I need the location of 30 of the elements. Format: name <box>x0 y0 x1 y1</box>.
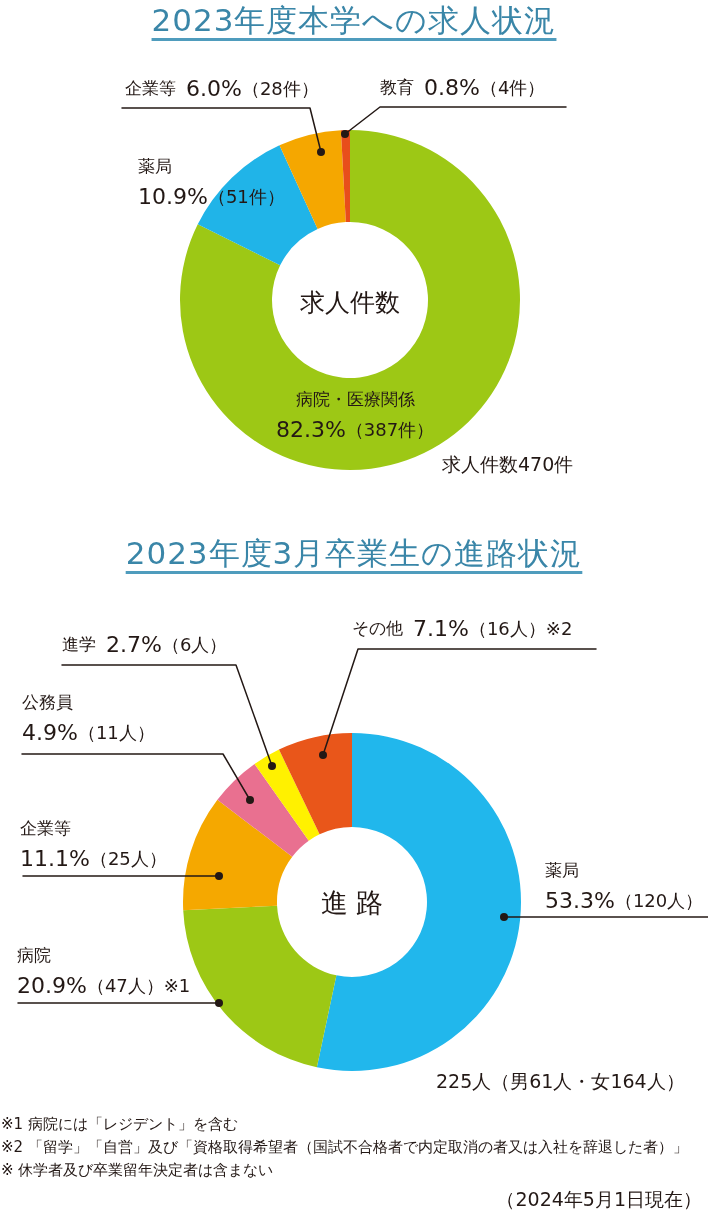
slice-label: 企業等 <box>125 78 176 98</box>
slice-label: 病院 <box>17 945 51 965</box>
slice-label: 薬局 <box>138 156 172 176</box>
text: 求人件数 <box>300 287 400 317</box>
data-label: 10.9%（51件） <box>138 183 285 209</box>
data-label: 6.0%（28件） <box>186 75 319 101</box>
slice-label: 公務員 <box>22 692 73 712</box>
chart-title: 2023年度本学への求人状況 <box>151 2 557 38</box>
slice-label: 病院・医療関係 <box>295 389 415 409</box>
text: ※1 病院には「レジデント」を含む <box>1 1115 238 1133</box>
text: 225人（男61人・女164人） <box>436 1070 685 1092</box>
slice-label: 企業等 <box>20 818 71 838</box>
text: （2024年5月1日現在） <box>496 1188 702 1210</box>
chart-title: 2023年度3月卒業生の進路状況 <box>125 535 583 571</box>
data-label: 2.7%（6人） <box>106 631 228 657</box>
slice-label: 進学 <box>62 634 96 654</box>
text: ※ 休学者及び卒業留年決定者は含まない <box>1 1161 274 1179</box>
data-label: 20.9%（47人）※1 <box>17 972 191 998</box>
slice-label: その他 <box>352 618 403 638</box>
data-label: 0.8%（4件） <box>424 74 546 100</box>
data-label: 7.1%（16人）※2 <box>413 615 573 641</box>
slice-label: 薬局 <box>545 860 579 880</box>
data-label: 82.3%（387件） <box>275 416 435 442</box>
text: 求人件数470件 <box>442 453 574 475</box>
data-label: 11.1%（25人） <box>20 845 167 871</box>
slice-label: 教育 <box>380 77 414 97</box>
text: 進 路 <box>320 886 384 918</box>
data-label: 53.3%（120人） <box>545 887 704 913</box>
data-label: 4.9%（11人） <box>22 719 155 745</box>
text: ※2 「留学」「自営」及び「資格取得希望者（国試不合格者で内定取消の者又は入社を辞退した者）」 <box>1 1138 688 1156</box>
